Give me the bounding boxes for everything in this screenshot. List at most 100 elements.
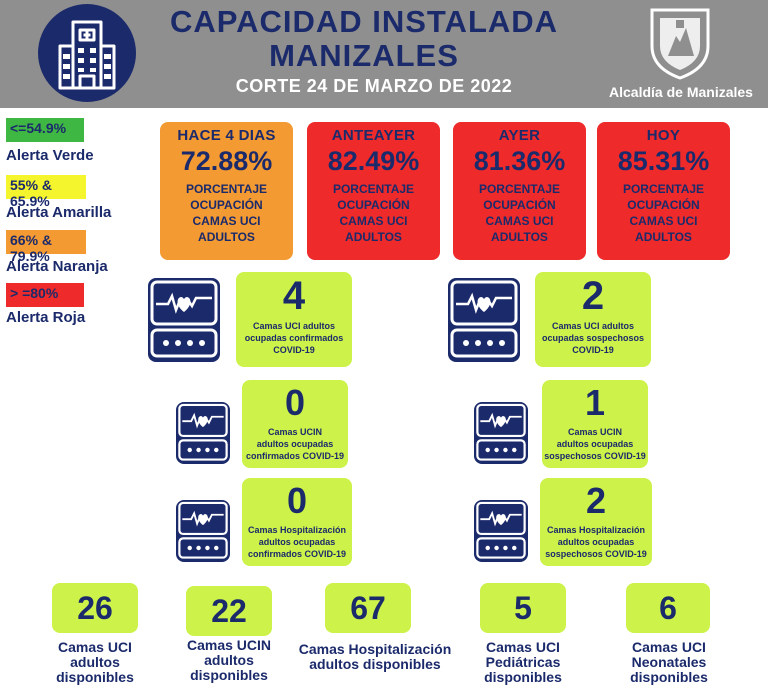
page-title-line-1: CAPACIDAD INSTALADA: [169, 4, 559, 39]
label-line: Pediátricas: [485, 654, 561, 670]
card-desc-line: CAMAS UCI: [629, 214, 698, 228]
card-value: 85.31%: [617, 146, 710, 176]
available-uci-pediatric-label: Camas UCI Pediátricas disponibles: [458, 640, 588, 685]
card-period: HOY: [646, 127, 681, 144]
card-desc-line: OCUPACIÓN: [483, 198, 556, 212]
card-desc-line: ADULTOS: [198, 230, 255, 244]
cutoff-date: CORTE 24 DE MARZO DE 2022: [235, 76, 513, 96]
hosp-suspected-card: 2 Camas Hospitalización adultos ocupadas…: [540, 478, 652, 566]
card-desc-line: adultos ocupadas: [557, 537, 635, 547]
card-desc-line: ADULTOS: [345, 230, 402, 244]
card-desc-line: Camas UCI adultos: [252, 321, 336, 331]
available-uci-pediatric-value: 5: [480, 583, 566, 633]
legend-swatch-red: > =80%: [6, 283, 84, 307]
hosp-suspected-value: 2: [585, 480, 607, 521]
card-period: HACE 4 DIAS: [177, 127, 276, 144]
page-title-line-2: MANIZALES: [269, 38, 459, 73]
available-hosp-adults-label: Camas Hospitalización adultos disponible…: [286, 642, 464, 672]
label-line: disponibles: [190, 667, 268, 683]
ucin-suspected-value: 1: [584, 382, 606, 423]
label-line: adultos disponibles: [309, 656, 441, 672]
uci-suspected-value: 2: [581, 274, 605, 318]
crest-label: Alcaldía de Manizales: [609, 84, 753, 100]
occupancy-card-day-before-yesterday: ANTEAYER 82.49% PORCENTAJE OCUPACIÓN CAM…: [307, 122, 440, 260]
card-value: 72.88%: [180, 146, 273, 176]
city-crest-icon: [648, 6, 712, 80]
label-line: Camas UCI: [486, 639, 560, 655]
label-line: disponibles: [56, 669, 134, 685]
heart-monitor-icon: [474, 500, 528, 562]
card-desc-line: PORCENTAJE: [478, 182, 561, 196]
hosp-confirmed-value: 0: [286, 480, 308, 521]
card-desc-line: adultos ocupadas: [258, 537, 336, 547]
available-uci-neonatal-value: 6: [626, 583, 710, 633]
label-line: adultos: [70, 654, 120, 670]
card-period: ANTEAYER: [331, 127, 416, 144]
label-line: Camas UCI: [58, 639, 132, 655]
occupancy-card-yesterday: AYER 81.36% PORCENTAJE OCUPACIÓN CAMAS U…: [453, 122, 586, 260]
ucin-confirmed-card: 0 Camas UCIN adultos ocupadas confirmado…: [242, 380, 348, 468]
card-desc-line: CAMAS UCI: [339, 214, 408, 228]
card-desc-line: OCUPACIÓN: [627, 198, 700, 212]
card-desc-line: COVID-19: [572, 345, 614, 355]
card-desc-line: confirmados COVID-19: [245, 451, 345, 461]
available-uci-neonatal-label: Camas UCI Neonatales disponibles: [604, 640, 734, 685]
legend-label-red: Alerta Roja: [6, 309, 86, 326]
card-desc-line: CAMAS UCI: [192, 214, 261, 228]
label-line: Neonatales: [631, 654, 707, 670]
available-uci-adults-label: Camas UCI adultos disponibles: [30, 640, 160, 685]
card-desc-line: ocupadas confirmados: [244, 333, 344, 343]
label-line: Camas UCI: [632, 639, 706, 655]
card-desc-line: Camas UCIN: [267, 427, 323, 437]
card-desc-line: ADULTOS: [635, 230, 692, 244]
card-desc-line: Camas Hospitalización: [247, 525, 347, 535]
card-desc-line: PORCENTAJE: [332, 182, 415, 196]
label-line: disponibles: [630, 669, 708, 685]
card-desc-line: COVID-19: [273, 345, 315, 355]
heart-monitor-icon: [474, 402, 528, 464]
card-desc-line: sospechosos COVID-19: [545, 549, 647, 559]
label-line: adultos: [204, 652, 254, 668]
legend-swatch-yellow: 55% & 65.9%: [6, 175, 86, 209]
uci-confirmed-value: 4: [282, 274, 306, 318]
card-desc-line: ADULTOS: [491, 230, 548, 244]
card-desc-line: Camas UCIN: [567, 427, 623, 437]
hosp-confirmed-card: 0 Camas Hospitalización adultos ocupadas…: [242, 478, 352, 566]
card-desc-line: CAMAS UCI: [485, 214, 554, 228]
available-ucin-adults-label: Camas UCIN adultos disponibles: [164, 638, 294, 683]
uci-suspected-card: 2 Camas UCI adultos ocupadas sospechosos…: [535, 272, 651, 367]
label-line: Camas UCIN: [186, 637, 272, 653]
card-desc-line: PORCENTAJE: [622, 182, 705, 196]
uci-confirmed-card: 4 Camas UCI adultos ocupadas confirmados…: [236, 272, 352, 367]
card-value: 82.49%: [327, 146, 420, 176]
ucin-suspected-card: 1 Camas UCIN adultos ocupadas sospechoso…: [542, 380, 648, 468]
card-desc-line: sospechosos COVID-19: [544, 451, 646, 461]
label-line: disponibles: [484, 669, 562, 685]
card-desc-line: OCUPACIÓN: [337, 198, 410, 212]
card-period: AYER: [498, 127, 541, 144]
card-desc-line: confirmados COVID-19: [247, 549, 347, 559]
occupancy-card-4-days-ago: HACE 4 DIAS 72.88% PORCENTAJE OCUPACIÓN …: [160, 122, 293, 260]
card-desc-line: Camas UCI adultos: [551, 321, 635, 331]
card-desc-line: OCUPACIÓN: [190, 198, 263, 212]
heart-monitor-icon: [148, 278, 220, 362]
card-desc-line: adultos ocupadas: [556, 439, 634, 449]
heart-monitor-icon: [176, 500, 230, 562]
available-hosp-adults-value: 67: [325, 583, 411, 633]
legend-swatch-orange: 66% & 79.9%: [6, 230, 86, 264]
ucin-confirmed-value: 0: [284, 382, 306, 423]
card-desc-line: Camas Hospitalización: [546, 525, 646, 535]
hospital-building-icon: [38, 4, 136, 102]
legend-label-orange: Alerta Naranja: [6, 258, 108, 275]
card-desc-line: PORCENTAJE: [185, 182, 268, 196]
card-desc-line: ocupadas sospechosos: [541, 333, 645, 343]
available-ucin-adults-value: 22: [186, 586, 272, 636]
card-value: 81.36%: [473, 146, 566, 176]
heart-monitor-icon: [176, 402, 230, 464]
legend-label-yellow: Alerta Amarilla: [6, 204, 112, 221]
occupancy-card-today: HOY 85.31% PORCENTAJE OCUPACIÓN CAMAS UC…: [597, 122, 730, 260]
legend-swatch-green: <=54.9%: [6, 118, 84, 142]
card-desc-line: adultos ocupadas: [256, 439, 334, 449]
legend-label-green: Alerta Verde: [6, 147, 94, 164]
heart-monitor-icon: [448, 278, 520, 362]
